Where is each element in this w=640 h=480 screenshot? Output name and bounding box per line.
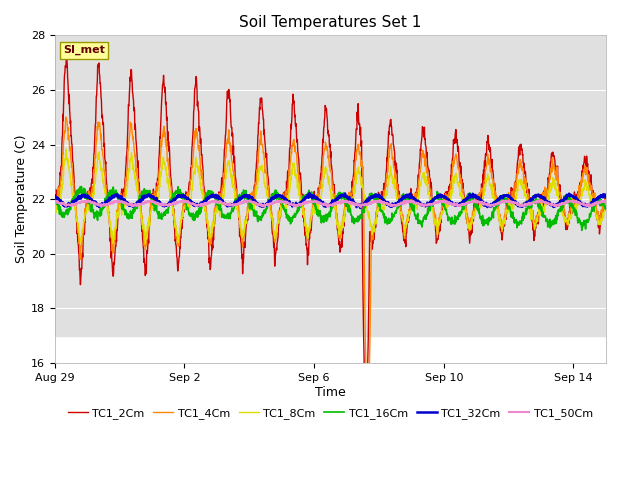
TC1_8Cm xyxy=(174,234,182,240)
TC1_16Cm xyxy=(51,194,59,200)
TC1_4Cm xyxy=(62,114,70,120)
Text: SI_met: SI_met xyxy=(63,45,105,55)
TC1_16Cm xyxy=(189,214,196,219)
TC1_50Cm xyxy=(602,198,610,204)
TC1_8Cm xyxy=(481,181,489,187)
TC1_32Cm xyxy=(173,194,181,200)
TC1_32Cm xyxy=(141,194,149,200)
Bar xyxy=(55,63,606,117)
TC1_50Cm xyxy=(51,198,59,204)
Bar xyxy=(55,8,606,63)
TC1_8Cm xyxy=(141,241,149,247)
Line: TC1_16Cm: TC1_16Cm xyxy=(55,187,606,230)
Line: TC1_2Cm: TC1_2Cm xyxy=(55,58,606,404)
TC1_50Cm xyxy=(141,199,149,204)
TC1_4Cm xyxy=(348,191,355,197)
TC1_8Cm xyxy=(602,208,610,214)
Legend: TC1_2Cm, TC1_4Cm, TC1_8Cm, TC1_16Cm, TC1_32Cm, TC1_50Cm: TC1_2Cm, TC1_4Cm, TC1_8Cm, TC1_16Cm, TC1… xyxy=(63,403,597,423)
Bar xyxy=(55,254,606,309)
TC1_50Cm xyxy=(189,201,196,206)
Bar xyxy=(55,0,606,36)
TC1_50Cm xyxy=(260,204,268,210)
TC1_32Cm xyxy=(306,190,314,196)
TC1_32Cm xyxy=(66,202,74,208)
TC1_16Cm xyxy=(578,228,586,233)
TC1_4Cm xyxy=(51,195,59,201)
Bar xyxy=(55,117,606,172)
TC1_2Cm xyxy=(602,197,610,203)
TC1_16Cm xyxy=(348,212,355,218)
TC1_8Cm xyxy=(62,146,70,152)
TC1_8Cm xyxy=(142,229,150,235)
TC1_8Cm xyxy=(51,204,59,210)
TC1_2Cm xyxy=(348,193,355,199)
TC1_4Cm xyxy=(142,244,150,250)
TC1_4Cm xyxy=(67,144,74,150)
TC1_32Cm xyxy=(51,192,59,198)
TC1_2Cm xyxy=(189,130,196,136)
Bar xyxy=(55,172,606,227)
Line: TC1_32Cm: TC1_32Cm xyxy=(55,193,606,208)
TC1_50Cm xyxy=(348,200,355,206)
TC1_2Cm xyxy=(173,262,181,268)
TC1_50Cm xyxy=(481,201,489,207)
TC1_32Cm xyxy=(348,198,355,204)
TC1_2Cm xyxy=(51,189,59,195)
TC1_4Cm xyxy=(173,241,181,247)
TC1_2Cm xyxy=(63,55,70,61)
TC1_16Cm xyxy=(142,194,150,200)
TC1_32Cm xyxy=(481,201,489,207)
TC1_32Cm xyxy=(602,194,610,200)
TC1_50Cm xyxy=(66,203,74,208)
Bar xyxy=(55,199,606,254)
TC1_16Cm xyxy=(66,204,74,210)
Bar xyxy=(55,227,606,281)
Line: TC1_4Cm: TC1_4Cm xyxy=(55,117,606,404)
Bar xyxy=(55,281,606,336)
TC1_4Cm xyxy=(364,401,371,407)
TC1_2Cm xyxy=(481,155,489,161)
TC1_16Cm xyxy=(77,184,85,190)
TC1_4Cm xyxy=(481,169,489,175)
TC1_2Cm xyxy=(67,121,74,127)
Title: Soil Temperatures Set 1: Soil Temperatures Set 1 xyxy=(239,15,422,30)
Bar xyxy=(55,144,606,199)
TC1_50Cm xyxy=(173,201,181,206)
TC1_8Cm xyxy=(189,174,197,180)
TC1_8Cm xyxy=(348,201,355,207)
TC1_32Cm xyxy=(356,205,364,211)
Bar xyxy=(55,90,606,144)
TC1_2Cm xyxy=(142,267,150,273)
TC1_16Cm xyxy=(602,204,610,209)
Bar xyxy=(55,309,606,363)
TC1_2Cm xyxy=(362,401,370,407)
TC1_16Cm xyxy=(481,221,489,227)
Y-axis label: Soil Temperature (C): Soil Temperature (C) xyxy=(15,135,28,264)
Line: TC1_50Cm: TC1_50Cm xyxy=(55,200,606,207)
TC1_50Cm xyxy=(179,197,187,203)
X-axis label: Time: Time xyxy=(315,385,346,398)
Bar xyxy=(55,36,606,90)
TC1_8Cm xyxy=(67,175,74,181)
Line: TC1_8Cm: TC1_8Cm xyxy=(55,149,606,244)
TC1_4Cm xyxy=(602,201,610,207)
TC1_16Cm xyxy=(173,189,181,195)
TC1_4Cm xyxy=(189,156,196,161)
TC1_32Cm xyxy=(189,200,196,205)
